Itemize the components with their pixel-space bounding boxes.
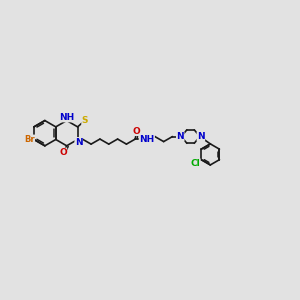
Text: NH: NH: [59, 113, 74, 122]
Text: S: S: [82, 116, 88, 125]
Text: NH: NH: [139, 135, 154, 144]
Text: N: N: [197, 132, 205, 141]
Text: O: O: [132, 127, 140, 136]
Text: Cl: Cl: [190, 159, 200, 168]
Text: N: N: [75, 137, 82, 146]
Text: Br: Br: [24, 135, 34, 144]
Text: N: N: [176, 132, 184, 141]
Text: O: O: [59, 148, 67, 157]
